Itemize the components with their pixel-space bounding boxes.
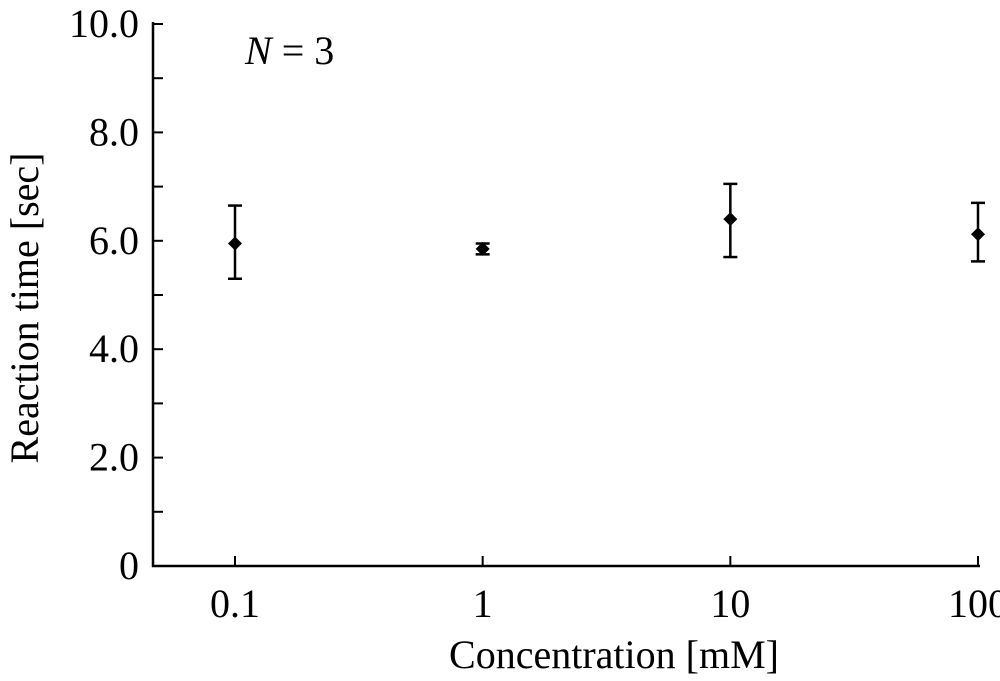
y-axis-label: Reaction time [sec] <box>2 153 47 464</box>
annotation-variable: N <box>244 28 274 73</box>
sample-size-annotation: N = 3 <box>244 28 334 73</box>
data-point-diamond <box>228 236 242 251</box>
data-point-diamond <box>723 212 738 227</box>
error-bars <box>228 182 985 280</box>
data-markers <box>228 212 985 256</box>
axes <box>151 22 980 568</box>
annotation-value: = 3 <box>272 28 335 73</box>
y-tick-label: 4.0 <box>89 326 139 371</box>
x-tick-label: 0.1 <box>210 581 260 626</box>
y-tick-label: 6.0 <box>89 218 139 263</box>
y-axis-ticks: 0 2.0 4.0 6.0 8.0 10.0 <box>69 1 163 588</box>
x-axis-ticks: 0.1 1 10 100 <box>210 556 1000 626</box>
y-tick-label: 10.0 <box>69 1 139 46</box>
x-tick-label: 100 <box>948 581 1000 626</box>
x-tick-label: 10 <box>710 581 750 626</box>
y-tick-label: 8.0 <box>89 109 139 154</box>
data-point-diamond <box>475 241 490 256</box>
y-tick-label: 2.0 <box>89 435 139 480</box>
x-axis-label: Concentration [mM] <box>449 632 779 677</box>
data-point-diamond <box>971 227 985 242</box>
x-tick-label: 1 <box>473 581 493 626</box>
y-tick-label: 0 <box>119 543 139 588</box>
